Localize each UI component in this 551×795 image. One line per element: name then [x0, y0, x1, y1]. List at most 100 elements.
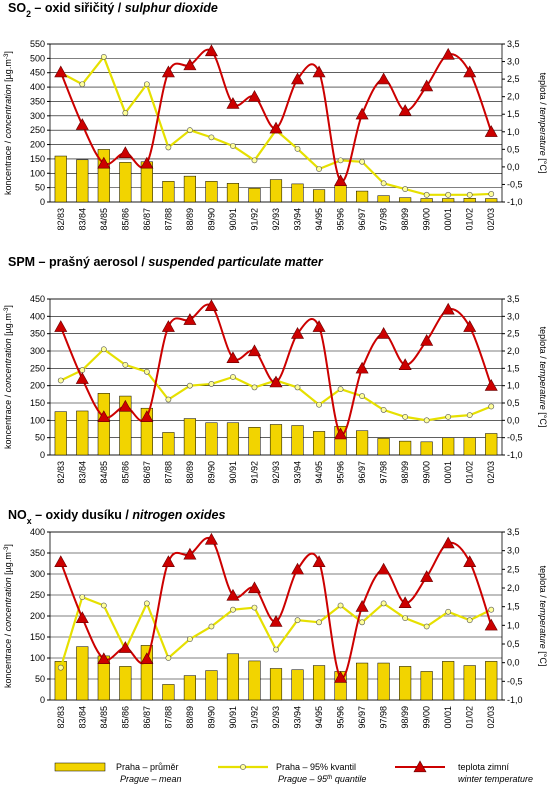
x-tick-label: 96/97	[357, 208, 367, 231]
legend-swatch	[54, 762, 106, 772]
x-tick-label: 85/86	[120, 461, 130, 484]
bar	[76, 646, 89, 701]
quantile-point	[208, 623, 215, 630]
temperature-point	[54, 555, 68, 567]
temperature-point	[334, 427, 348, 440]
y-axis-label-part: koncentrace /	[3, 631, 13, 688]
quantile-point	[402, 615, 409, 621]
bar	[312, 431, 326, 456]
x-tick-label: 91/92	[249, 461, 259, 484]
quantile-point	[143, 600, 150, 607]
y-tick-label: 200	[30, 611, 45, 621]
quantile-point	[488, 191, 495, 197]
x-tick-label: 94/95	[314, 208, 324, 231]
y-tick-label: 200	[30, 140, 45, 150]
bar	[485, 661, 498, 701]
y2-tick-label: 3,0	[507, 546, 520, 556]
y-tick-label: 400	[30, 311, 45, 321]
temperature-point	[161, 65, 175, 78]
temperature-point	[269, 375, 283, 388]
x-tick-label: 88/89	[185, 461, 195, 484]
y-tick-label: 300	[30, 346, 45, 356]
y2-tick-label: 0,0	[507, 658, 520, 668]
legend-swatch	[413, 760, 427, 773]
y2-axis-label-part: teplota /	[538, 73, 548, 108]
bar	[291, 183, 304, 203]
temperature-point	[334, 670, 348, 683]
x-tick-label: 90/91	[228, 706, 238, 729]
quantile-point	[187, 127, 193, 134]
y2-axis-label: teplota / temperature [°C]	[538, 73, 548, 174]
temperature-point	[226, 588, 240, 601]
bar	[205, 422, 218, 456]
x-tick-label: 96/97	[357, 461, 367, 484]
bar	[76, 159, 89, 203]
quantile-point	[445, 413, 452, 420]
quantile-point	[165, 396, 172, 403]
y2-tick-label: 2,5	[507, 564, 520, 574]
bar	[226, 183, 240, 203]
quantile-point	[466, 412, 473, 419]
bar	[377, 195, 390, 203]
y-tick-label: 250	[30, 125, 45, 135]
quantile-point	[294, 145, 301, 152]
bar	[162, 684, 175, 701]
x-tick-label: 97/98	[379, 461, 389, 484]
quantile-point	[230, 606, 236, 613]
temperature-point	[398, 596, 412, 609]
y2-axis-label-part: teplota /	[538, 566, 548, 601]
x-tick-label: 98/99	[400, 461, 410, 484]
bar	[97, 393, 110, 456]
y2-tick-label: 1,5	[507, 602, 520, 612]
x-tick-label: 86/87	[142, 706, 152, 729]
quantile-point	[423, 191, 430, 198]
x-tick-label: 99/00	[422, 461, 432, 484]
legend-label: Praha – průměr	[116, 762, 179, 772]
x-tick-label: 84/85	[99, 461, 109, 484]
temperature-point	[247, 344, 261, 357]
y-axis-label-part: concentration	[3, 84, 13, 138]
x-tick-label: 95/96	[336, 706, 346, 729]
temperature-point	[161, 320, 175, 332]
x-tick-label: 92/93	[271, 208, 281, 231]
y2-tick-label: 0,5	[507, 398, 520, 408]
bar	[377, 438, 390, 456]
y2-axis-label-part: [°C]	[538, 410, 548, 428]
quantile-point	[122, 110, 129, 116]
y-axis-label-part: -3	[3, 307, 10, 313]
bar	[291, 669, 304, 701]
bar	[399, 197, 412, 203]
panel-title-part: – oxidy dusíku /	[32, 508, 133, 522]
x-tick-label: 82/83	[56, 461, 66, 484]
quantile-point	[337, 602, 344, 609]
x-tick-label: 84/85	[99, 208, 109, 231]
quantile-point	[337, 157, 344, 164]
quantile-point	[251, 604, 258, 611]
panel-title-part: sulphur dioxide	[125, 1, 218, 15]
temperature-line	[59, 536, 493, 679]
temperature-point	[463, 320, 477, 332]
quantile-point	[466, 617, 473, 624]
legend-label-part: th	[327, 774, 333, 781]
quantile-point	[316, 166, 322, 172]
legend-label: Prague – 95th quantile	[278, 774, 366, 785]
bar	[97, 149, 110, 203]
bar	[356, 662, 369, 701]
y-axis-label-part: ]	[3, 51, 13, 54]
x-tick-label: 86/87	[142, 208, 152, 231]
bar	[485, 198, 498, 203]
quantile-point	[466, 191, 473, 198]
x-tick-label: 89/90	[206, 208, 216, 231]
y-tick-label: 300	[30, 569, 45, 579]
bar	[76, 410, 89, 456]
bar	[356, 190, 369, 203]
x-tick-label: 87/88	[163, 461, 173, 484]
x-tick-label: 95/96	[336, 208, 346, 231]
quantile-line	[59, 595, 492, 668]
y-tick-label: 200	[30, 381, 45, 391]
y-tick-label: 500	[30, 53, 45, 63]
bar	[399, 666, 412, 701]
quantile-point	[445, 608, 452, 615]
quantile-point	[359, 158, 365, 165]
x-tick-label: 02/03	[486, 461, 496, 484]
